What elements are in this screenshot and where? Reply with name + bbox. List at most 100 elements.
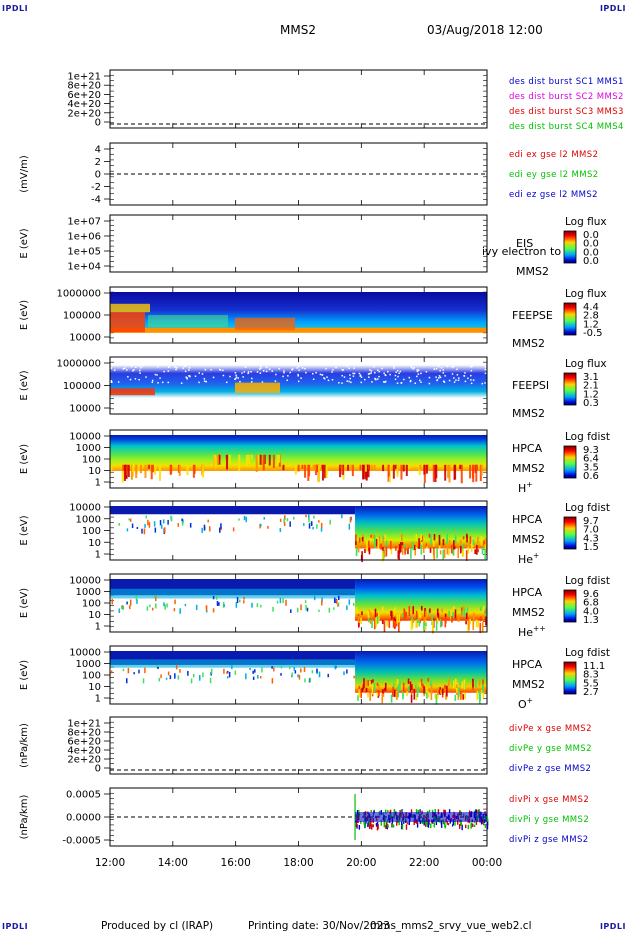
spectrogram-streak — [453, 540, 455, 550]
spectrogram-streak — [378, 685, 380, 691]
series-sample — [365, 821, 367, 824]
spectrogram-streak — [408, 464, 411, 469]
footer-printing-date: Printing date: 30/Nov/2023 — [248, 920, 390, 932]
species-charge: + — [526, 480, 532, 489]
ytick-label: 8e+20 — [67, 81, 101, 92]
spectrogram-streak — [482, 615, 485, 620]
spectrogram-hpca-he2 — [110, 579, 488, 634]
colorbar-title: Log fdist — [565, 431, 610, 443]
spectrogram-patch — [110, 388, 155, 396]
spectrogram-streak — [371, 619, 373, 628]
spectrogram-speckle — [370, 370, 373, 372]
x-tick-label: 22:00 — [409, 857, 439, 869]
spectrogram-speckle — [306, 607, 309, 612]
spectrogram-speckle — [337, 595, 340, 601]
spectrogram-streak — [418, 538, 420, 549]
ytick-label: 1000000 — [56, 289, 101, 300]
spectrogram-streak — [395, 545, 397, 551]
spectrogram-streak — [398, 622, 400, 633]
spectrogram-speckle — [305, 371, 307, 374]
spectrogram-streak — [375, 539, 378, 547]
spectrogram-speckle — [400, 382, 403, 384]
spectrogram-speckle — [216, 601, 219, 606]
spectrogram-streak — [420, 534, 423, 541]
spectrogram-streak — [475, 464, 478, 472]
spectrogram-streak — [410, 694, 413, 703]
spectrogram-streak — [483, 686, 486, 694]
spectrogram-speckle — [349, 374, 351, 376]
spectrogram-speckle — [443, 381, 446, 383]
spectrogram-streak — [259, 454, 262, 465]
spectrogram-speckle — [156, 374, 158, 376]
spectrogram-streak — [110, 464, 113, 471]
spectrogram-speckle — [239, 599, 241, 603]
spectrogram-band — [110, 327, 487, 333]
series-sample — [398, 820, 400, 826]
spectrogram-streak — [367, 464, 370, 478]
spectrogram-streak — [402, 692, 404, 700]
y-axis-label: (mV/m) — [19, 155, 30, 193]
spectrogram-speckle — [393, 365, 395, 367]
spectrogram-streak — [365, 679, 367, 688]
spectrogram-speckle — [147, 519, 149, 526]
spectrogram-speckle — [457, 379, 460, 382]
spectrogram-speckle — [297, 674, 299, 678]
spectrogram-speckle — [245, 673, 247, 680]
spectrogram-speckle — [275, 373, 277, 376]
spectrogram-streak — [419, 464, 422, 470]
spectrogram-streak — [415, 534, 418, 539]
spectrogram-speckle — [210, 369, 212, 371]
spectrogram-speckle — [243, 600, 245, 604]
spectrogram-streak — [408, 686, 410, 692]
spectrogram-streak — [425, 464, 428, 474]
x-axis: 12:00 14:00 16:00 18:00 20:00 22:00 00:00 — [95, 857, 502, 869]
spectrogram-streak — [350, 464, 353, 471]
spectrogram-speckle — [448, 379, 451, 382]
spectrogram-speckle — [451, 373, 454, 375]
spectrogram-speckle — [232, 527, 235, 532]
series-sample — [454, 820, 456, 826]
spectrogram-speckle — [189, 522, 192, 528]
series-sample — [459, 823, 462, 826]
spectrogram-streak — [434, 693, 437, 699]
spectrogram-speckle — [155, 595, 157, 602]
spectrogram-speckle — [313, 515, 315, 519]
series-sample — [419, 809, 421, 813]
spectrogram-streak — [216, 454, 219, 466]
panel-divpi: 0.0005 0.0000 -0.0005 (nPa/km) divPi x gse M… — [19, 787, 589, 847]
spectrogram-speckle — [346, 669, 348, 674]
spectrogram-streak — [382, 691, 385, 697]
spectrogram-streak — [410, 542, 413, 547]
spectrogram-streak — [478, 679, 481, 687]
series-sample — [443, 809, 445, 815]
spectrogram-streak — [385, 540, 388, 552]
spectrogram-streak — [371, 684, 374, 695]
spectrogram-streak — [122, 464, 125, 472]
spectrogram-speckle — [348, 599, 351, 605]
datetime-title: 03/Aug/2018 12:00 — [427, 23, 543, 37]
spectrogram-speckle — [151, 607, 154, 611]
spectrogram-speckle — [394, 374, 397, 377]
spectrogram-speckle — [416, 375, 418, 378]
spectrogram-streak — [381, 693, 384, 704]
spectrogram-streak — [418, 619, 421, 627]
ytick-label: 1000 — [76, 587, 101, 598]
spectrogram-speckle — [397, 375, 399, 378]
spectrogram-streak — [436, 694, 439, 700]
spectrogram-speckle — [305, 514, 307, 518]
ytick-label: 1e+04 — [67, 262, 101, 273]
spectrogram-streak — [465, 612, 468, 620]
spectrogram-streak — [363, 678, 365, 689]
spectrogram-speckle — [435, 367, 438, 370]
colorbar-tick-label: 2.7 — [583, 687, 599, 698]
spectrogram-streak — [364, 464, 367, 480]
spectrogram-streak — [472, 612, 475, 622]
spectrogram-streak — [441, 693, 444, 698]
series-sample — [486, 824, 489, 830]
spectrogram-speckle — [472, 379, 475, 381]
spectrogram-streak — [370, 680, 373, 684]
spectrogram-speckle — [149, 604, 151, 608]
spectrogram-speckle — [271, 370, 274, 372]
spectrogram-patch — [110, 312, 145, 333]
